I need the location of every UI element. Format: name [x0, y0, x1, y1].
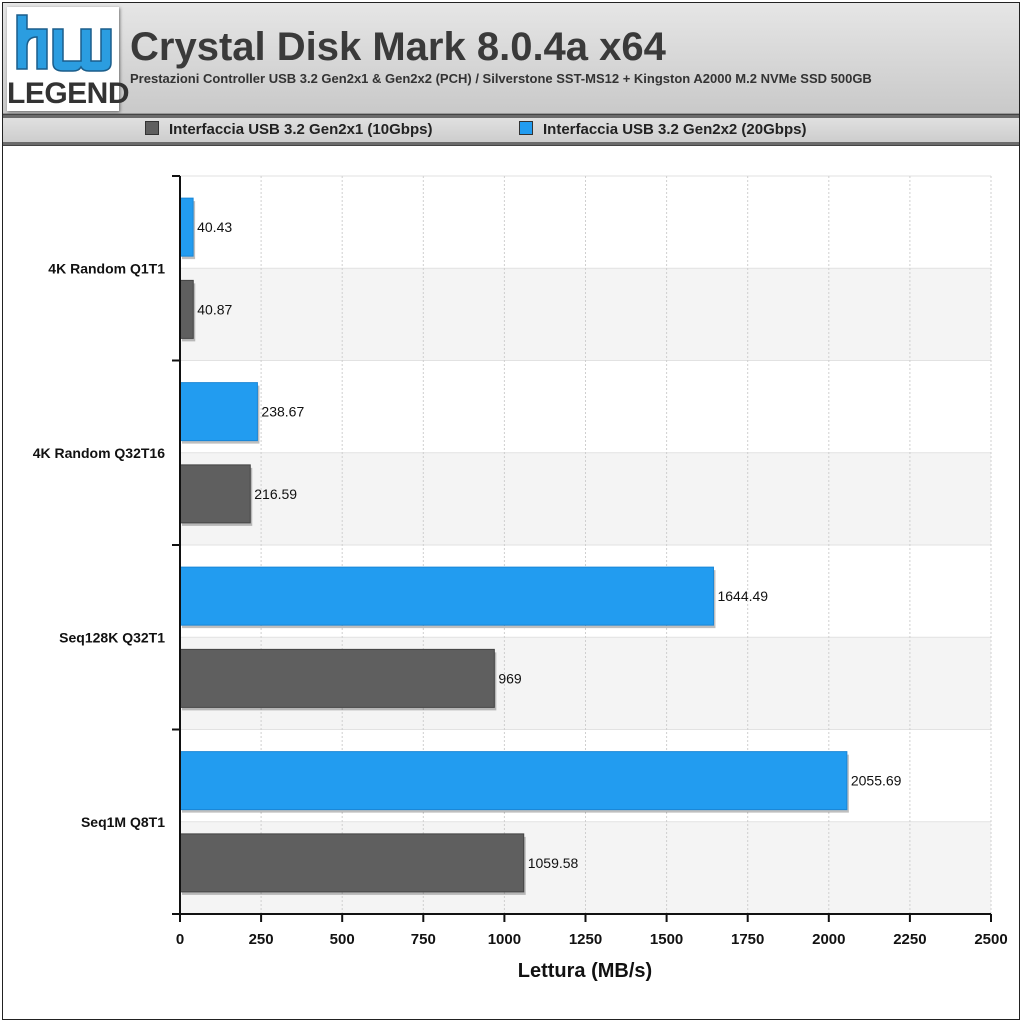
chart-subtitle: Prestazioni Controller USB 3.2 Gen2x1 & … [130, 71, 872, 86]
chart-gridlines [260, 176, 992, 914]
bar [179, 566, 714, 626]
category-label: Seq1M Q8T1 [81, 814, 165, 830]
x-tick-label: 500 [330, 931, 355, 948]
chart-axes [172, 175, 992, 922]
chart-band [180, 268, 991, 361]
bar [179, 833, 525, 893]
bar [179, 279, 194, 339]
x-tick-label: 1500 [650, 931, 683, 948]
x-tick-label: 1750 [731, 931, 764, 948]
hw-logo-mark-icon [16, 14, 112, 72]
chart-bands [180, 175, 991, 914]
chart-band [180, 452, 991, 545]
bar-value-label: 238.67 [261, 404, 304, 420]
legend-swatch-gen2x2 [519, 121, 533, 135]
bar [179, 648, 495, 708]
chart-labels: 0 250 500 750 1000 1250 1500 1750 2000 2250 2500 40… [33, 219, 1008, 948]
x-tick-label: 2500 [974, 931, 1007, 948]
legend-item-gen2x1: Interfaccia USB 3.2 Gen2x1 (10Gbps) [145, 121, 432, 138]
x-tick-label: 1000 [488, 931, 521, 948]
legend-label-gen2x2: Interfaccia USB 3.2 Gen2x2 (20Gbps) [543, 121, 807, 138]
x-tick-label: 750 [411, 931, 436, 948]
bar [179, 751, 848, 811]
x-tick-label: 1250 [569, 931, 602, 948]
bar-value-label: 40.87 [197, 301, 232, 317]
logo-text: LEGEND [7, 77, 130, 110]
category-label: 4K Random Q1T1 [48, 260, 165, 276]
chart-bars [179, 197, 849, 895]
x-tick-label: 250 [249, 931, 274, 948]
legend-item-gen2x2: Interfaccia USB 3.2 Gen2x2 (20Gbps) [519, 121, 806, 138]
bar-value-label: 2055.69 [851, 773, 902, 789]
bar [179, 382, 258, 442]
bar [179, 197, 194, 257]
legend: Interfaccia USB 3.2 Gen2x1 (10Gbps) Inte… [3, 114, 1019, 146]
bar [179, 464, 251, 524]
bar-value-label: 40.43 [197, 219, 232, 235]
bar-value-label: 1059.58 [528, 855, 579, 871]
chart-title: Crystal Disk Mark 8.0.4a x64 [130, 25, 666, 69]
hwlegend-logo: LEGEND [7, 7, 130, 111]
bar-value-label: 216.59 [254, 486, 297, 502]
bar-value-label: 969 [498, 670, 522, 686]
category-label: 4K Random Q32T16 [33, 445, 165, 461]
x-tick-label: 2250 [893, 931, 926, 948]
x-axis-title: Lettura (MB/s) [518, 960, 652, 982]
legend-label-gen2x1: Interfaccia USB 3.2 Gen2x1 (10Gbps) [169, 121, 433, 138]
x-tick-label: 0 [176, 931, 184, 948]
category-label: Seq128K Q32T1 [59, 629, 165, 645]
legend-swatch-gen2x1 [145, 121, 159, 135]
x-tick-label: 2000 [812, 931, 845, 948]
chart-header: LEGEND Crystal Disk Mark 8.0.4a x64 Pres… [3, 3, 1019, 114]
bar-value-label: 1644.49 [717, 588, 768, 604]
